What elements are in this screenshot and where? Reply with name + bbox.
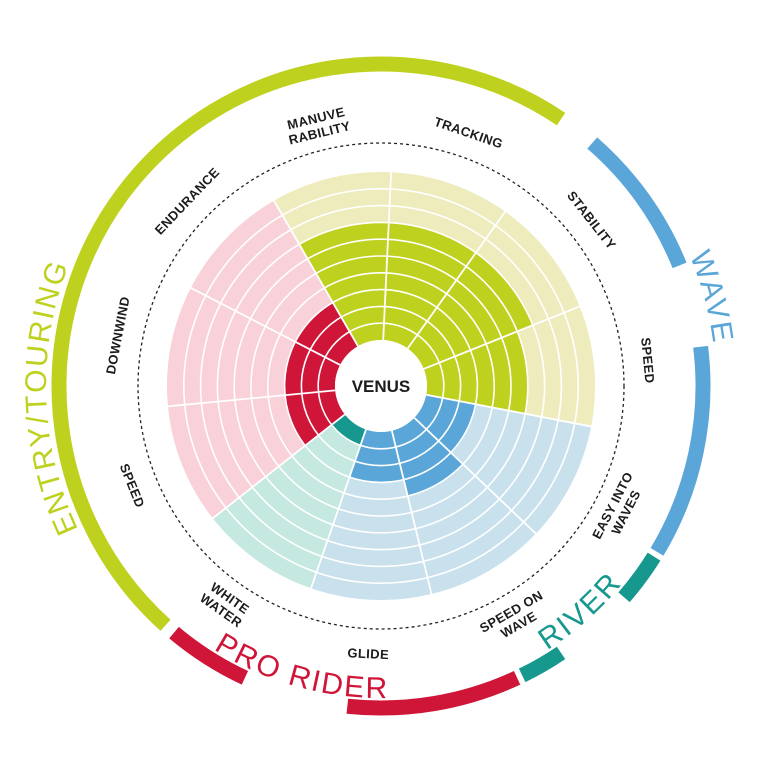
criteria-label-endurance: ENDURANCE bbox=[152, 165, 223, 238]
wedge-stability-2 bbox=[407, 211, 580, 369]
center-disc bbox=[335, 340, 427, 432]
wedge-value-bar bbox=[299, 222, 389, 347]
scale-ring bbox=[199, 204, 563, 568]
group-arc-wave bbox=[587, 137, 687, 269]
criteria-label-glide: GLIDE bbox=[347, 645, 389, 662]
wedge-divider bbox=[406, 210, 507, 350]
wedge-divider bbox=[211, 413, 346, 520]
wedge-divider bbox=[309, 429, 367, 590]
wedge-divider bbox=[425, 393, 593, 428]
wedge-value-bar bbox=[285, 390, 345, 446]
criteria-label-speed: SPEED bbox=[638, 337, 657, 384]
rating-wedges bbox=[167, 172, 595, 600]
group-label-river: RIVER bbox=[533, 566, 629, 656]
scale-ring bbox=[266, 271, 495, 500]
wedge-value-bar bbox=[284, 341, 341, 396]
wedge-value-bar bbox=[414, 394, 476, 453]
criteria-label-downwind: DOWNWIND bbox=[103, 295, 133, 375]
scale-ring bbox=[250, 255, 512, 517]
group-arcs bbox=[51, 56, 711, 716]
wedge-divider bbox=[423, 305, 581, 370]
wedge-divider bbox=[413, 417, 538, 536]
group-arc-river bbox=[618, 552, 661, 603]
criteria-label-speed: SPEED bbox=[117, 461, 148, 509]
criteria-label-manuve-rability: MANUVERABILITY bbox=[284, 104, 352, 148]
wedge-value-bar bbox=[349, 429, 404, 483]
criteria-label-white-water: WHITEWATER bbox=[197, 578, 254, 630]
group-arc-pro-rider bbox=[346, 671, 521, 716]
wedge-divider bbox=[166, 389, 336, 408]
scale-ring bbox=[216, 221, 546, 551]
group-arc-pro-rider bbox=[169, 626, 249, 685]
criteria-dashed-ring bbox=[137, 142, 625, 630]
wedge-value-bar bbox=[407, 252, 533, 369]
criteria-label-easy-into-waves: EASY INTOWAVES bbox=[589, 469, 649, 548]
criteria-label-stability: STABILITY bbox=[564, 188, 619, 252]
wedge-tracking-1 bbox=[383, 172, 506, 349]
scale-ring bbox=[300, 305, 462, 467]
wedge-value-bar bbox=[383, 222, 476, 349]
scale-ring bbox=[183, 188, 579, 584]
wedge-manuve-rability-0 bbox=[274, 172, 392, 347]
wedge-speed-8 bbox=[167, 390, 345, 519]
group-arc-river bbox=[518, 646, 566, 683]
scale-ring bbox=[317, 322, 445, 450]
wedge-divider bbox=[382, 171, 393, 341]
wedge-downwind-9 bbox=[167, 287, 341, 407]
group-label-wave: WAVE bbox=[683, 246, 739, 346]
wedge-divider bbox=[189, 286, 341, 366]
group-arc-entry-touring bbox=[51, 56, 566, 631]
wedge-value-bar bbox=[331, 414, 366, 446]
wedge-divider bbox=[390, 430, 433, 596]
center-label: VENUS bbox=[352, 377, 411, 396]
wedge-value-bar bbox=[391, 417, 463, 497]
scale-ring bbox=[233, 238, 529, 534]
group-arc-wave bbox=[650, 345, 711, 556]
wedge-divider bbox=[272, 199, 359, 347]
wedge-dividers bbox=[166, 171, 593, 596]
group-label-pro-rider: PRO RIDER bbox=[210, 627, 389, 705]
scale-ring bbox=[283, 288, 479, 484]
wedge-speed-on-wave-5 bbox=[391, 417, 536, 594]
wedge-easy-into-waves-4 bbox=[414, 394, 592, 534]
criteria-label-tracking: TRACKING bbox=[432, 114, 505, 152]
